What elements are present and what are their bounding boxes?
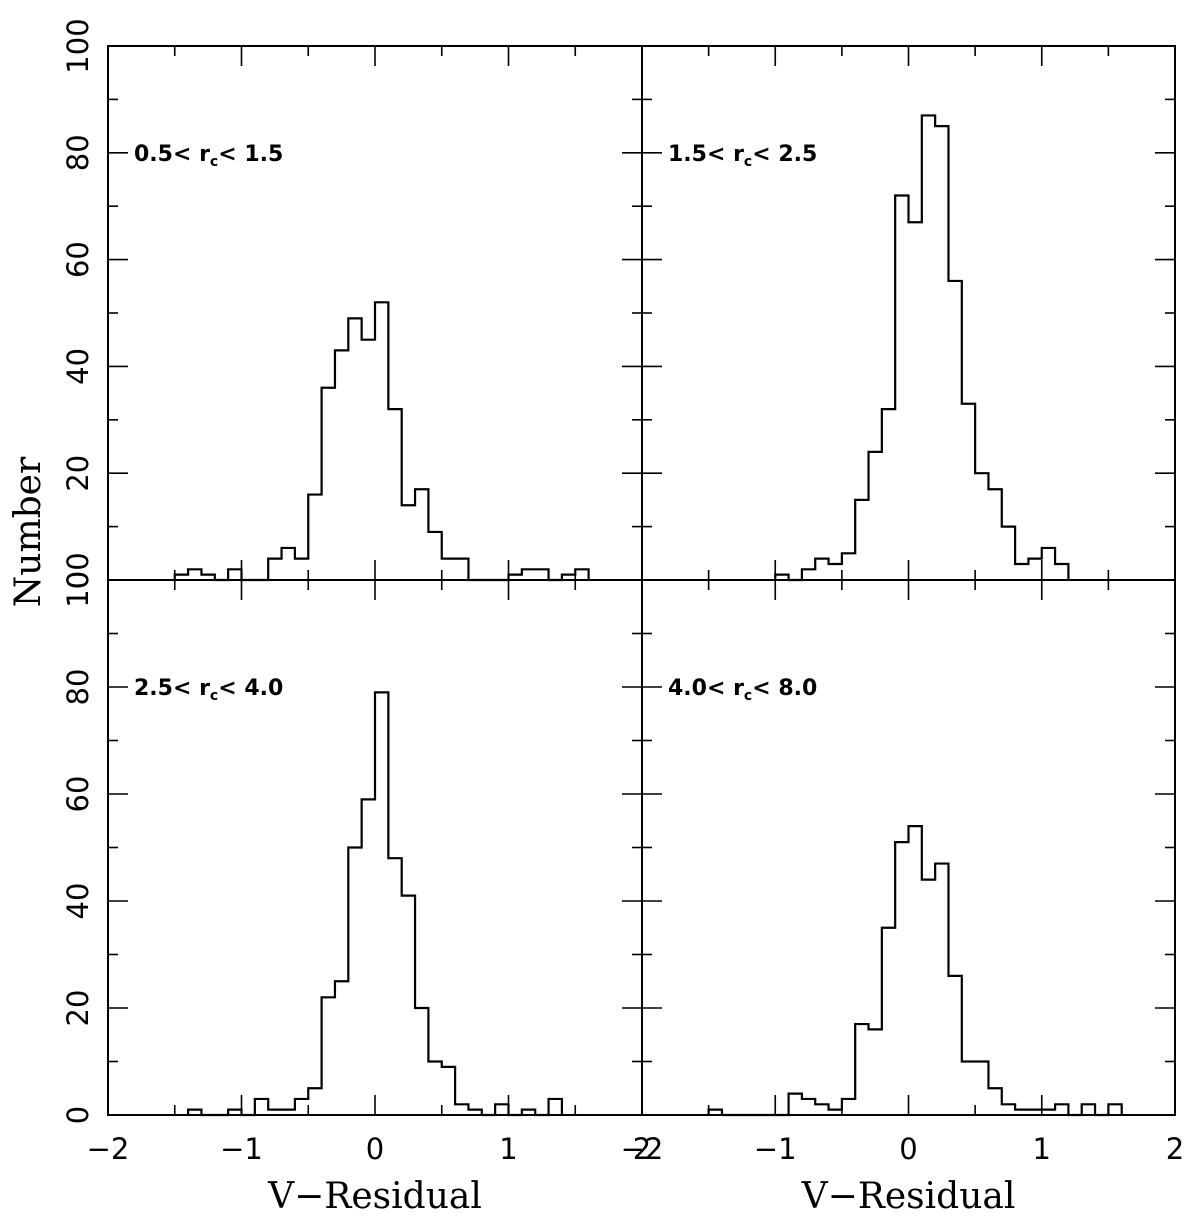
y-tick-label: 60 bbox=[61, 776, 95, 813]
histogram-bottom-left bbox=[187, 691, 563, 1117]
x-tick-label: −2 bbox=[621, 1132, 664, 1166]
y-tick-label: 80 bbox=[61, 669, 95, 706]
panel-label-suffix: < 4.0 bbox=[218, 676, 283, 701]
panel-label-prefix: 2.5< r bbox=[134, 676, 210, 701]
y-tick-label: 0 bbox=[61, 1106, 95, 1124]
x-tick-label: −1 bbox=[220, 1132, 263, 1166]
x-tick-label: −2 bbox=[87, 1132, 130, 1166]
y-tick-label: 100 bbox=[61, 18, 95, 73]
x-tick-label: 1 bbox=[499, 1132, 517, 1166]
panel-label-suffix: < 1.5 bbox=[218, 142, 283, 167]
y-tick-label: 20 bbox=[61, 455, 95, 492]
x-tick-label: 2 bbox=[1166, 1132, 1184, 1166]
y-tick-label: 40 bbox=[61, 348, 95, 385]
histogram-top-left bbox=[173, 301, 590, 582]
panel-label-prefix: 0.5< r bbox=[134, 142, 210, 167]
panel-label-bottom-right: 4.0< rc< 8.0 bbox=[668, 676, 817, 704]
x-tick-label: 2 bbox=[633, 1132, 651, 1166]
panel-frame-bottom-left bbox=[107, 579, 643, 1116]
panel-label-subscript: c bbox=[210, 688, 218, 704]
panel-frame-bottom-right bbox=[641, 579, 1176, 1116]
y-tick-label: 100 bbox=[61, 552, 95, 607]
y-tick-label: 40 bbox=[61, 883, 95, 920]
panel-label-suffix: < 2.5 bbox=[752, 142, 817, 167]
x-axis-title: V−Residual bbox=[267, 1176, 482, 1217]
panel-label-prefix: 1.5< r bbox=[668, 142, 744, 167]
panel-label-bottom-left: 2.5< rc< 4.0 bbox=[134, 676, 283, 704]
panel-label-suffix: < 8.0 bbox=[752, 676, 817, 701]
histogram-top-right bbox=[774, 114, 1070, 582]
x-tick-label: 0 bbox=[366, 1132, 384, 1166]
x-axis-title: V−Residual bbox=[801, 1176, 1016, 1217]
y-tick-label: 80 bbox=[61, 134, 95, 171]
panel-label-subscript: c bbox=[210, 154, 218, 170]
y-tick-label: 60 bbox=[61, 241, 95, 278]
panel-label-prefix: 4.0< r bbox=[668, 676, 744, 701]
x-tick-label: 0 bbox=[899, 1132, 917, 1166]
panel-frame-top-right bbox=[641, 45, 1176, 581]
panel-label-top-right: 1.5< rc< 2.5 bbox=[668, 142, 817, 170]
y-tick-label: 0 bbox=[61, 571, 95, 589]
panel-label-subscript: c bbox=[744, 154, 752, 170]
panel-label-top-left: 0.5< rc< 1.5 bbox=[134, 142, 283, 170]
y-axis-title: Number bbox=[8, 456, 49, 607]
panel-label-subscript: c bbox=[744, 688, 752, 704]
histogram-bottom-right bbox=[707, 825, 1123, 1117]
x-tick-label: 1 bbox=[1033, 1132, 1051, 1166]
x-tick-label: −1 bbox=[754, 1132, 797, 1166]
y-tick-label: 20 bbox=[61, 990, 95, 1027]
